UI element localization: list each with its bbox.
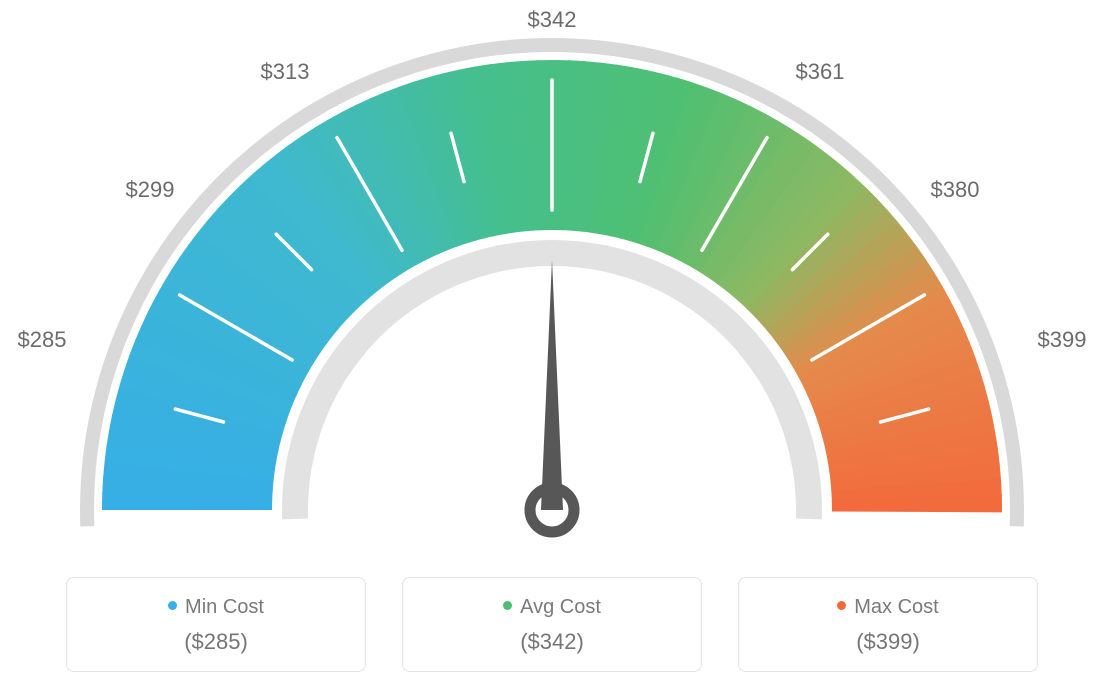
legend-title-avg-text: Avg Cost: [520, 596, 601, 618]
legend-row: Min Cost ($285) Avg Cost ($342) Max Cost…: [0, 577, 1104, 672]
legend-value-min: ($285): [77, 629, 355, 655]
legend-card-avg: Avg Cost ($342): [402, 577, 702, 672]
dot-icon-avg: [503, 601, 512, 610]
gauge-tick-label: $299: [126, 177, 175, 203]
legend-title-min-text: Min Cost: [185, 596, 264, 618]
legend-title-avg: Avg Cost: [413, 596, 691, 619]
dot-icon-max: [837, 601, 846, 610]
legend-title-max-text: Max Cost: [854, 596, 938, 618]
gauge-tick-label: $361: [796, 59, 845, 85]
gauge-tick-label: $399: [1038, 327, 1087, 353]
gauge-tick-label: $342: [528, 7, 577, 33]
cost-gauge: $285 $299 $313 $342 $361 $380 $399: [0, 0, 1104, 560]
gauge-tick-label: $380: [931, 177, 980, 203]
dot-icon-min: [168, 601, 177, 610]
legend-card-max: Max Cost ($399): [738, 577, 1038, 672]
legend-title-max: Max Cost: [749, 596, 1027, 619]
legend-value-avg: ($342): [413, 629, 691, 655]
gauge-svg: [0, 0, 1104, 560]
legend-card-min: Min Cost ($285): [66, 577, 366, 672]
gauge-tick-label: $313: [261, 59, 310, 85]
legend-title-min: Min Cost: [77, 596, 355, 619]
gauge-tick-label: $285: [18, 327, 67, 353]
legend-value-max: ($399): [749, 629, 1027, 655]
